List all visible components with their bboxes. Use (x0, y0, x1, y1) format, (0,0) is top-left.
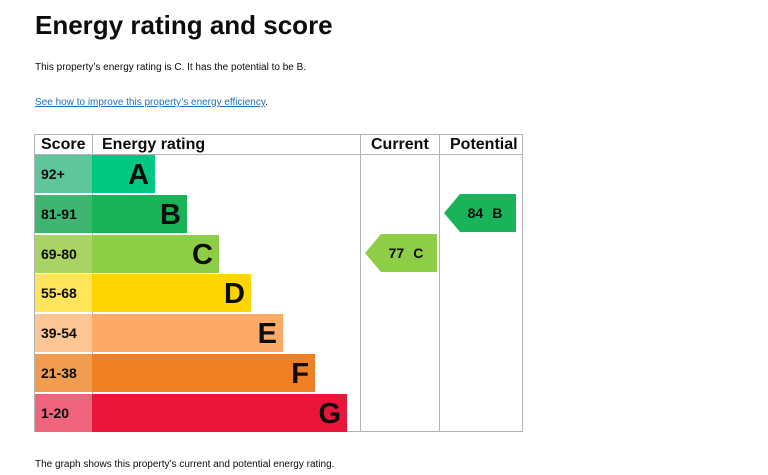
band-score-range: 69-80 (35, 234, 92, 273)
band-letter: E (257, 318, 277, 351)
graph-caption: The graph shows this property’s current … (35, 459, 335, 470)
current-score: 77 (388, 245, 405, 261)
band-score-range: 81-91 (35, 194, 92, 233)
current-rating-arrow: 77 C (365, 234, 437, 272)
band-bar: G (92, 393, 347, 432)
current-column-header: Current (371, 136, 429, 153)
band-letter: C (192, 238, 213, 271)
potential-column-header: Potential (450, 136, 518, 153)
divider (439, 135, 440, 431)
band-score-range: 92+ (35, 155, 92, 193)
band-bar: B (92, 194, 187, 233)
header-divider (35, 154, 522, 155)
energy-rating-table: Score Energy rating Current Potential 92… (34, 134, 523, 432)
band-bar: F (92, 354, 315, 392)
band-letter: G (318, 397, 341, 430)
band-score-range: 55-68 (35, 274, 92, 313)
score-column-header: Score (41, 136, 86, 153)
band-letter: D (224, 278, 245, 311)
band-score-range: 21-38 (35, 354, 92, 392)
rating-band-b: 81-91 B (35, 194, 360, 233)
improve-efficiency-link[interactable]: See how to improve this property’s energ… (35, 97, 266, 108)
potential-score: 84 (467, 205, 484, 221)
rating-column-header: Energy rating (102, 136, 206, 153)
improve-link-line: See how to improve this property’s energ… (35, 97, 268, 108)
band-letter: B (160, 198, 181, 231)
rating-band-d: 55-68 D (35, 274, 360, 313)
band-score-range: 1-20 (35, 393, 92, 432)
potential-arrow-shape (444, 194, 516, 232)
band-letter: A (128, 159, 149, 191)
band-score-range: 39-54 (35, 314, 92, 353)
rating-band-a: 92+ A (35, 155, 360, 193)
band-bar: D (92, 274, 251, 313)
current-arrow-shape (365, 234, 437, 272)
band-letter: F (291, 358, 309, 390)
band-bar: C (92, 234, 219, 273)
rating-band-c: 69-80 C (35, 234, 360, 273)
potential-letter: B (492, 205, 503, 221)
link-suffix: . (265, 97, 268, 108)
rating-summary: This property’s energy rating is C. It h… (35, 62, 307, 73)
rating-band-f: 21-38 F (35, 354, 360, 392)
band-bar: E (92, 314, 283, 353)
potential-rating-arrow: 84 B (444, 194, 516, 232)
page-title: Energy rating and score (35, 10, 333, 40)
rating-band-g: 1-20 G (35, 393, 360, 432)
band-bar: A (92, 155, 155, 193)
divider (360, 135, 361, 431)
current-letter: C (413, 245, 424, 261)
rating-band-e: 39-54 E (35, 314, 360, 353)
